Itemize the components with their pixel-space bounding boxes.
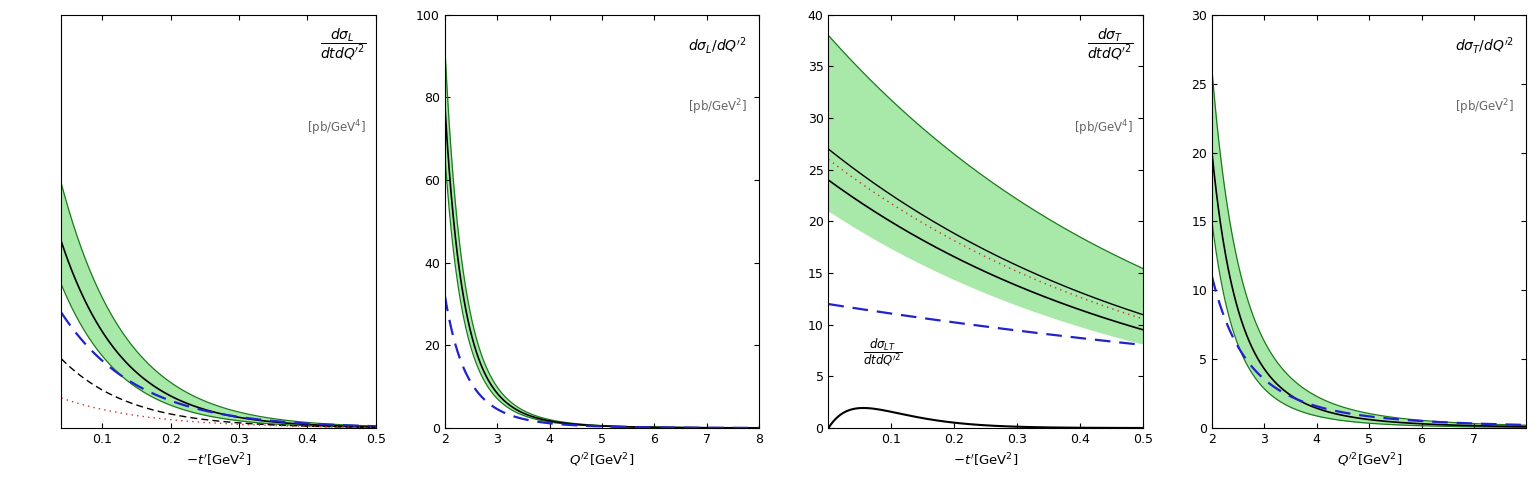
- Text: [pb/GeV$^4$]: [pb/GeV$^4$]: [307, 118, 367, 138]
- X-axis label: $-t^{\prime}$[GeV$^2$]: $-t^{\prime}$[GeV$^2$]: [953, 452, 1019, 469]
- Text: $\dfrac{d\sigma_L}{dtdQ^{\prime 2}}$: $\dfrac{d\sigma_L}{dtdQ^{\prime 2}}$: [321, 27, 367, 62]
- Text: [pb/GeV$^2$]: [pb/GeV$^2$]: [687, 97, 747, 117]
- X-axis label: $Q^{\prime 2}$[GeV$^2$]: $Q^{\prime 2}$[GeV$^2$]: [1336, 452, 1402, 469]
- X-axis label: $Q^{\prime 2}$[GeV$^2$]: $Q^{\prime 2}$[GeV$^2$]: [569, 452, 635, 469]
- Text: [pb/GeV$^4$]: [pb/GeV$^4$]: [1074, 118, 1134, 138]
- Text: $d\sigma_T/dQ^{\prime 2}$: $d\sigma_T/dQ^{\prime 2}$: [1454, 35, 1514, 57]
- Text: [pb/GeV$^2$]: [pb/GeV$^2$]: [1454, 97, 1514, 117]
- Text: $\dfrac{d\sigma_{LT}}{dtdQ^{\prime 2}}$: $\dfrac{d\sigma_{LT}}{dtdQ^{\prime 2}}$: [864, 336, 902, 368]
- Text: $d\sigma_L/dQ^{\prime 2}$: $d\sigma_L/dQ^{\prime 2}$: [689, 35, 747, 57]
- X-axis label: $-t^{\prime}$[GeV$^2$]: $-t^{\prime}$[GeV$^2$]: [186, 452, 252, 469]
- Text: $\dfrac{d\sigma_T}{dtdQ^{\prime 2}}$: $\dfrac{d\sigma_T}{dtdQ^{\prime 2}}$: [1088, 27, 1134, 62]
